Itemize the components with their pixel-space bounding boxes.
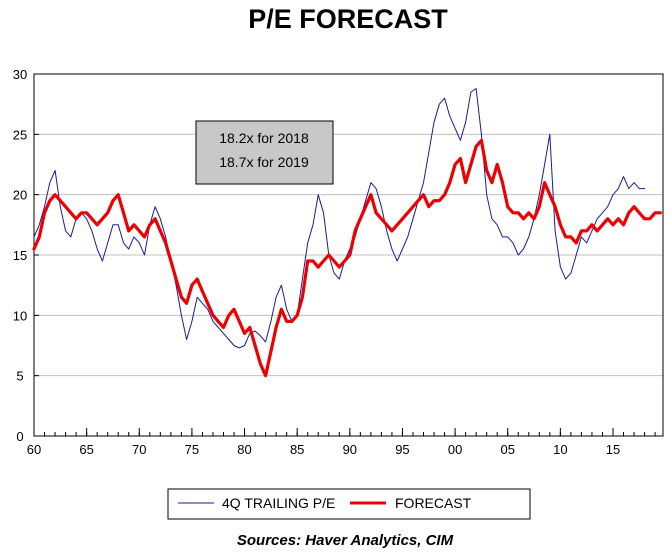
series-lines (32, 88, 663, 378)
x-tick-label-05: 05 (500, 442, 514, 457)
annotation-line-2018: 18.2x for 2018 (219, 130, 309, 146)
annotation-box: 18.2x for 2018 18.7x for 2019 (195, 120, 334, 185)
y-tick-label-25: 25 (13, 127, 27, 142)
source-note: Sources: Haver Analytics, CIM (237, 532, 454, 549)
y-tick-label-5: 5 (16, 369, 23, 384)
chart-title: P/E FORECAST (248, 4, 448, 34)
annotation-line-2019: 18.7x for 2019 (219, 154, 309, 170)
x-tick-label-80: 80 (237, 442, 251, 457)
y-tick-label-0: 0 (16, 429, 23, 444)
x-tick-label-00: 00 (448, 442, 462, 457)
legend-label-trailing: 4Q TRAILING P/E (222, 495, 335, 511)
y-tick-label-30: 30 (13, 67, 27, 82)
x-tick-label-75: 75 (185, 442, 199, 457)
x-axis: 60 65 70 75 80 85 90 95 00 05 10 15 (27, 428, 656, 457)
y-tick-label-10: 10 (13, 308, 27, 323)
x-tick-label-60: 60 (27, 442, 41, 457)
x-tick-label-85: 85 (290, 442, 304, 457)
y-axis: 0 5 10 15 20 25 30 (13, 67, 39, 444)
x-tick-label-65: 65 (79, 442, 93, 457)
legend-label-forecast: FORECAST (395, 495, 472, 511)
series-line-trailing-pe (33, 88, 646, 349)
y-tick-label-15: 15 (13, 248, 27, 263)
y-tick-label-20: 20 (13, 188, 27, 203)
x-tick-label-90: 90 (343, 442, 357, 457)
legend: 4Q TRAILING P/E FORECAST (167, 488, 531, 520)
series-line-forecast (32, 138, 663, 378)
x-tick-label-10: 10 (553, 442, 567, 457)
x-tick-label-15: 15 (606, 442, 620, 457)
x-tick-label-95: 95 (395, 442, 409, 457)
x-tick-label-70: 70 (132, 442, 146, 457)
